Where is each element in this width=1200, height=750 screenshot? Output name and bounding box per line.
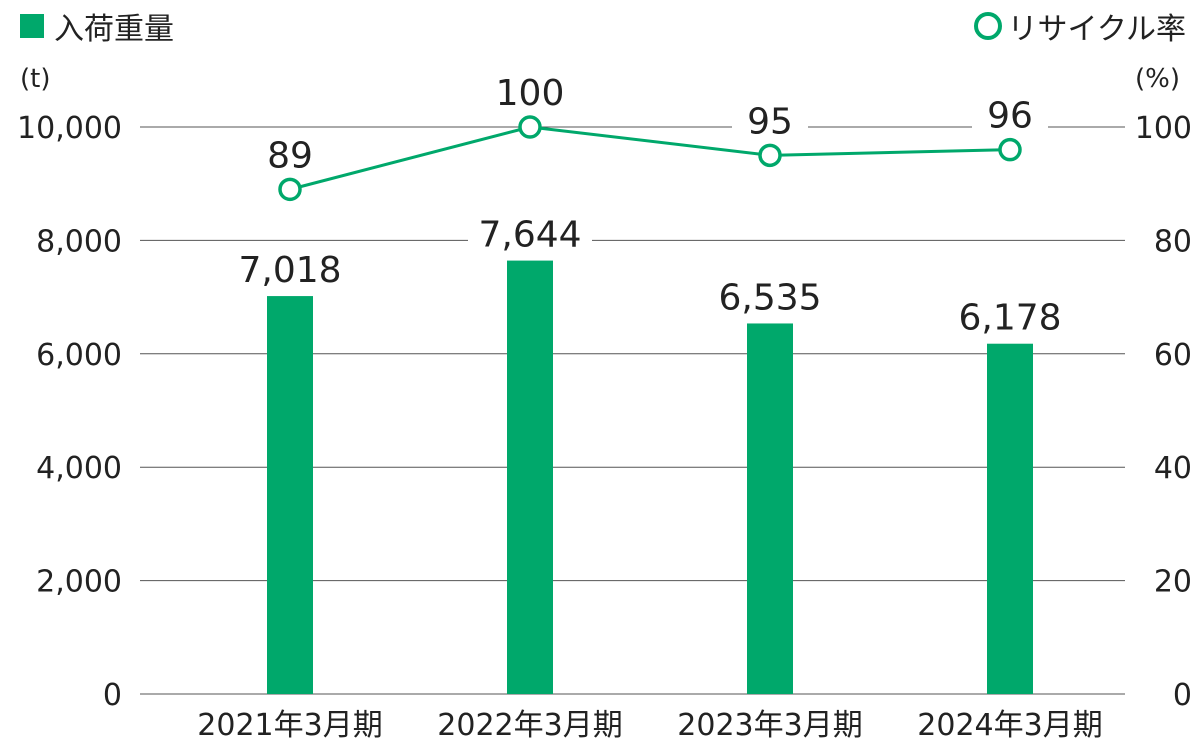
right-tick-label: 80 [1154,224,1192,259]
line-data-label: 95 [747,101,793,142]
bar-data-label: 6,178 [958,298,1061,339]
x-tick-label: 2021年3月期 [197,708,382,743]
bar-label-bg [708,275,832,316]
left-axis-unit: (t) [20,64,51,94]
line-point [278,177,302,202]
bar-data-label: 6,535 [718,277,821,318]
right-tick-label: 60 [1154,338,1192,373]
left-tick-label: 10,000 [17,111,122,146]
line-label-bg [972,95,1048,134]
bar [507,260,553,694]
line-data-label: 89 [267,135,313,176]
bar-label-bg [228,248,352,289]
rate-line [289,125,1011,191]
circle-marker-icon [973,12,1002,40]
bar [987,343,1033,694]
bar-swatch-icon [20,14,44,38]
line-point [518,115,542,139]
bar-data-label: 7,644 [478,215,581,256]
x-tick-label: 2023年3月期 [677,708,862,743]
bar-label-bg [948,295,1072,336]
bar-data-label: 7,018 [238,250,341,291]
legend-bar: 入荷重量 [20,4,174,48]
bar-label-bg [468,212,592,253]
x-tick-label: 2022年3月期 [437,708,622,743]
right-tick-label: 40 [1154,451,1192,486]
line-label-bg [492,73,568,111]
line-point [758,143,782,168]
bar [267,296,313,694]
line-point [998,137,1022,162]
right-axis-unit: (%) [1135,64,1180,94]
right-tick-label: 20 [1154,565,1192,600]
legend-bar-label: 入荷重量 [54,12,174,47]
right-tick-label: 0 [1173,678,1192,713]
left-tick-label: 4,000 [36,451,122,486]
left-tick-label: 0 [103,678,122,713]
left-tick-label: 6,000 [36,338,122,373]
line-label-bg [732,101,808,140]
x-tick-label: 2024年3月期 [917,708,1102,743]
line-data-label: 96 [987,96,1033,137]
left-tick-label: 8,000 [36,224,122,259]
bar [747,323,793,694]
left-tick-label: 2,000 [36,565,122,600]
legend-line: リサイクル率 [973,4,1187,48]
legend-line-label: リサイクル率 [1007,12,1187,47]
right-tick-label: 100 [1135,111,1192,146]
line-label-bg [252,135,328,174]
line-data-label: 100 [496,73,565,114]
